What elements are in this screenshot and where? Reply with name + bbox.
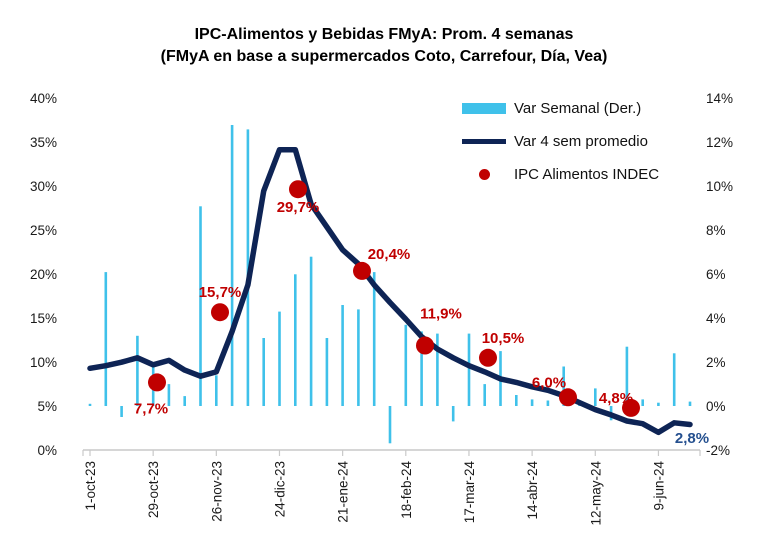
weekly-bar — [404, 324, 408, 406]
indec-dot — [353, 261, 371, 280]
weekly-bar — [246, 129, 250, 406]
weekly-bar — [530, 399, 534, 406]
weekly-bar — [436, 333, 439, 406]
weekly-bar — [641, 399, 644, 406]
indec-dot — [148, 373, 166, 392]
legend-item-ipc-indec: IPC Alimentos INDEC — [460, 163, 659, 185]
weekly-bar — [199, 206, 202, 406]
x-axis-label: 9-jun-24 — [651, 461, 666, 511]
weekly-bar — [136, 335, 139, 406]
weekly-bar — [88, 403, 92, 406]
line-end-label: 2,8% — [675, 430, 709, 447]
weekly-bar — [309, 256, 313, 406]
x-axis-label: 29-oct-23 — [146, 461, 161, 518]
weekly-bar — [483, 384, 486, 406]
weekly-bar — [451, 406, 455, 422]
weekly-bar — [215, 375, 218, 406]
x-axis-label: 17-mar-24 — [462, 461, 477, 524]
bar-series-swatch-icon — [462, 102, 506, 114]
x-axis-label: 21-ene-24 — [336, 461, 351, 523]
weekly-bar — [357, 309, 360, 406]
x-axis-label: 1-oct-23 — [83, 461, 98, 511]
right-axis-label: 0% — [706, 399, 726, 414]
weekly-bar — [688, 401, 692, 406]
weekly-bar — [672, 353, 676, 406]
chart-legend: Var Semanal (Der.) Var 4 sem promedio IP… — [460, 97, 659, 196]
weekly-bar — [120, 406, 123, 417]
left-axis-label: 20% — [30, 267, 57, 282]
weekly-bar — [262, 338, 265, 406]
right-axis-label: 8% — [706, 223, 726, 238]
right-axis-label: 14% — [706, 91, 733, 106]
indec-data-label: 29,7% — [277, 199, 320, 216]
indec-dot — [559, 388, 577, 407]
weekly-bar — [341, 305, 344, 406]
weekly-bar — [230, 125, 234, 406]
indec-data-label: 15,7% — [199, 284, 242, 301]
indec-dot — [211, 303, 229, 322]
indec-dot — [289, 180, 307, 199]
right-axis-label: 6% — [706, 267, 726, 282]
chart-subtitle: (FMyA en base a supermercados Coto, Carr… — [160, 48, 608, 65]
indec-data-label: 20,4% — [368, 246, 411, 263]
var-4-sem-line — [87, 146, 693, 436]
x-axis-label: 24-dic-23 — [272, 461, 287, 517]
weekly-bar — [183, 396, 186, 406]
left-axis-label: 10% — [30, 355, 57, 370]
left-axis-label: 40% — [30, 91, 57, 106]
weekly-bar — [167, 384, 171, 406]
weekly-bar — [372, 272, 376, 406]
right-axis-label: 12% — [706, 135, 733, 150]
legend-label-var-4-sem: Var 4 sem promedio — [514, 132, 648, 150]
indec-data-label: 11,9% — [420, 306, 462, 323]
weekly-bar — [388, 406, 392, 444]
left-axis-label: 0% — [37, 443, 57, 458]
indec-dot — [479, 348, 497, 367]
weekly-bar — [594, 388, 597, 406]
legend-item-var-semanal: Var Semanal (Der.) — [460, 97, 659, 119]
line-series-swatch-icon — [462, 138, 506, 144]
left-axis-label: 30% — [30, 179, 57, 194]
weekly-bar — [420, 331, 423, 406]
dot-series-swatch-icon — [478, 168, 490, 180]
weekly-bar — [515, 395, 518, 406]
weekly-bar — [546, 400, 550, 406]
x-axis-label: 26-nov-23 — [209, 461, 224, 522]
weekly-bar — [278, 311, 281, 406]
x-axis-label: 18-feb-24 — [399, 461, 414, 519]
x-axis-label: 12-may-24 — [588, 461, 603, 526]
left-axis-label: 15% — [30, 311, 57, 326]
weekly-bar — [657, 402, 660, 406]
weekly-bar — [562, 366, 565, 406]
left-axis-label: 5% — [37, 399, 57, 414]
legend-label-ipc-indec: IPC Alimentos INDEC — [514, 165, 660, 183]
legend-item-var-4-sem: Var 4 sem promedio — [460, 130, 659, 152]
right-axis-label: -2% — [706, 443, 730, 458]
weekly-bar — [467, 333, 471, 406]
left-axis-label: 25% — [30, 223, 57, 238]
weekly-bar — [294, 274, 297, 406]
chart-title: IPC-Alimentos y Bebidas FMyA: Prom. 4 se… — [194, 26, 574, 43]
legend-label-var-semanal: Var Semanal (Der.) — [514, 99, 642, 117]
right-axis-label: 2% — [706, 355, 726, 370]
x-axis-label: 14-abr-24 — [525, 461, 540, 520]
indec-data-label: 4,8% — [599, 390, 633, 407]
right-axis-label: 10% — [706, 179, 733, 194]
indec-data-label: 7,7% — [134, 400, 168, 417]
chart-title-block: IPC-Alimentos y Bebidas FMyA: Prom. 4 se… — [0, 24, 768, 68]
indec-dot — [416, 336, 434, 355]
indec-data-label: 10,5% — [482, 330, 525, 347]
weekly-bar — [325, 338, 329, 406]
indec-dot — [622, 398, 640, 417]
weekly-bar — [104, 272, 108, 406]
indec-data-label: 6,0% — [532, 374, 566, 391]
right-axis-label: 4% — [706, 311, 726, 326]
weekly-bar — [625, 346, 629, 406]
left-axis-label: 35% — [30, 135, 57, 150]
